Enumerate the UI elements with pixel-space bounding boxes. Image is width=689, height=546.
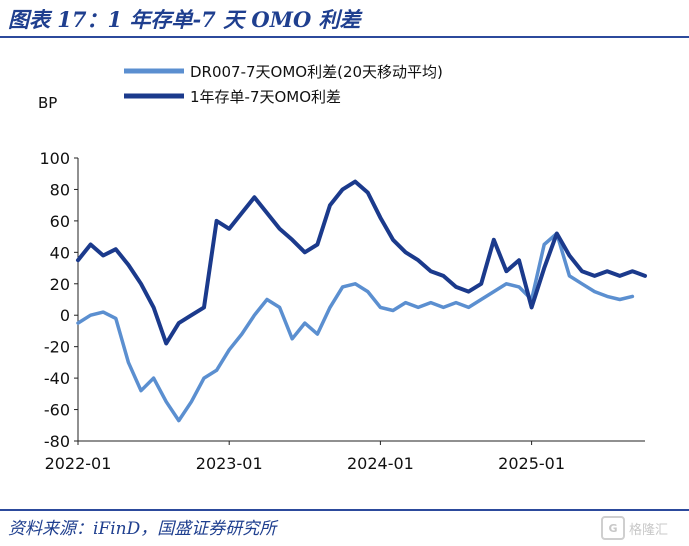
y-tick-label: 60 [50,212,70,231]
line-chart: DR007-7天OMO利差(20天移动平均) 1年存单-7天OMO利差 BP 1… [38,63,647,473]
axes: 100 80 60 40 20 0 -20 -40 -60 -80 2022-01 2023-01 20… [39,149,645,473]
gelonghui-logo-icon: G [601,516,625,540]
x-tick-label: 2025-01 [498,454,565,473]
source-note: 资料来源：iFinD，国盛证券研究所 [8,519,277,539]
y-tick-label: 0 [60,306,70,325]
watermark: G 格隆汇 [601,514,683,542]
x-tick-label: 2022-01 [45,454,112,473]
y-tick-label: 20 [50,275,70,294]
legend-label-dr007: DR007-7天OMO利差(20天移动平均) [190,63,443,81]
chart-legend: DR007-7天OMO利差(20天移动平均) 1年存单-7天OMO利差 [124,63,443,106]
x-tick-label: 2023-01 [196,454,263,473]
y-tick-label: 80 [50,180,70,199]
series-line-dr007-omo-spread [76,231,635,423]
watermark-text: 格隆汇 [629,522,669,538]
y-tick-label: -20 [44,338,70,357]
series-group [76,179,647,423]
series-line-1y-ncd-omo-spread [76,179,647,346]
x-tick-label: 2024-01 [347,454,414,473]
figure-title: 图表 17：1 年存单-7 天 OMO 利差 [8,7,361,32]
legend-label-ncd: 1年存单-7天OMO利差 [190,88,341,106]
y-tick-label: -60 [44,401,70,420]
y-tick-label: 100 [39,149,70,168]
y-axis-label: BP [38,94,57,112]
y-tick-label: 40 [50,243,70,262]
y-tick-label: -80 [44,432,70,451]
footer-divider [0,509,689,511]
title-divider [0,36,689,38]
y-tick-label: -40 [44,369,70,388]
